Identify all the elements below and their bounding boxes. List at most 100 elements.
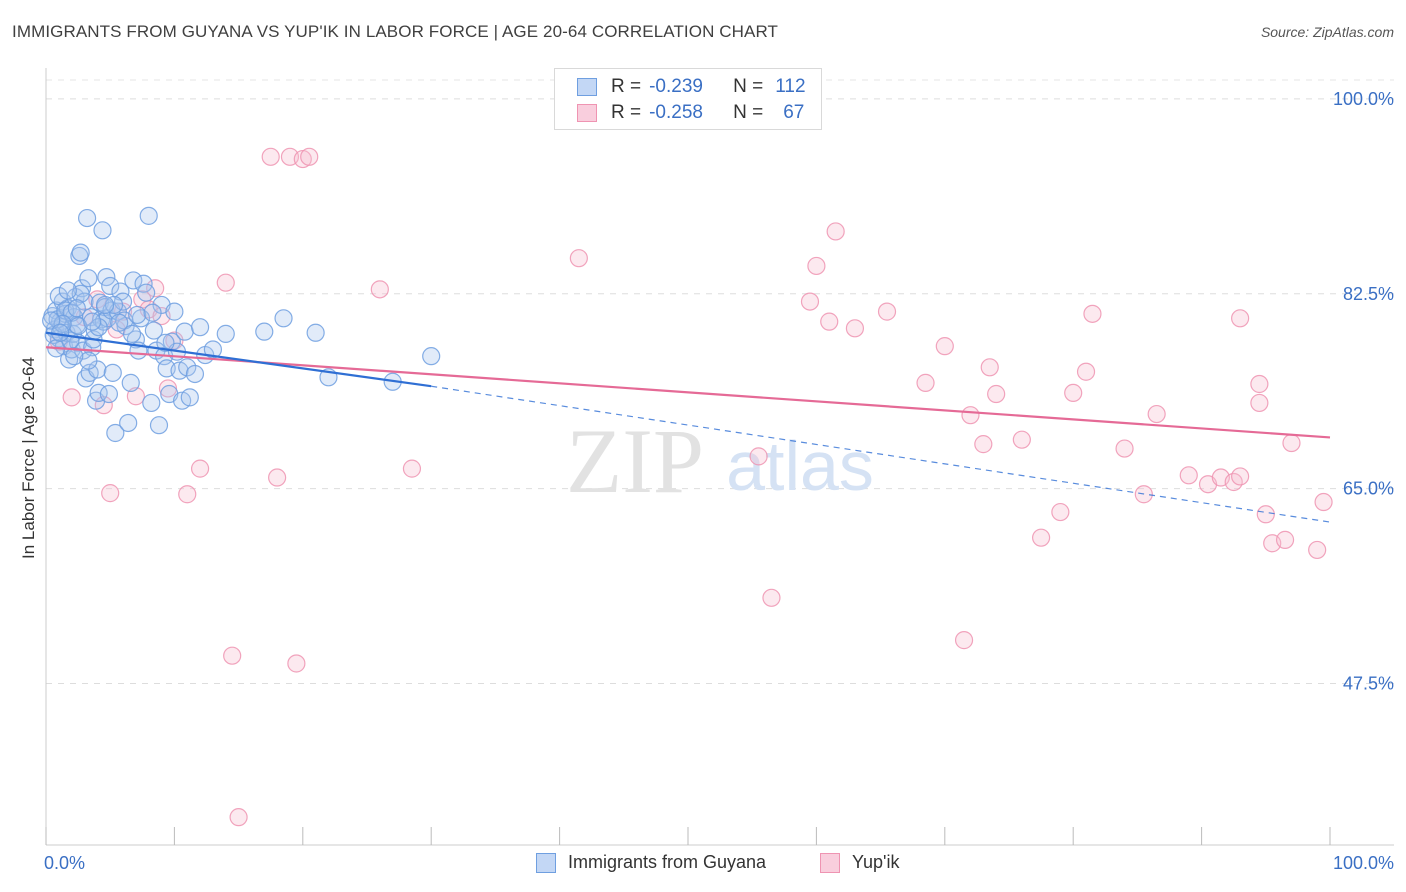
guyana-point <box>180 388 199 407</box>
yupik-point <box>287 654 306 673</box>
guyana-point <box>143 303 162 322</box>
yupik-point <box>190 459 210 478</box>
yupik-point <box>1115 439 1134 458</box>
legend-r-value: -0.239 <box>649 76 703 97</box>
legend-swatch-pink <box>577 104 597 122</box>
legend-item-guyana[interactable]: Immigrants from Guyana <box>536 852 766 873</box>
y-tick-labels: 47.5% 65.0% 82.5% 100.0% <box>1333 89 1394 694</box>
x-tick-label-max: 100.0% <box>1333 853 1394 873</box>
guyana-point <box>68 316 88 336</box>
yupik-point <box>961 406 980 425</box>
yupik-point <box>1282 433 1301 453</box>
legend-r-value: -0.258 <box>649 102 703 123</box>
guyana-point <box>121 373 140 392</box>
legend-label-yupik: Yup'ik <box>852 852 900 872</box>
yupik-point <box>987 384 1006 404</box>
guyana-point <box>137 283 156 302</box>
yupik-point <box>1051 502 1070 522</box>
legend-row-yupik: R = -0.258 N = 67 <box>577 101 804 125</box>
guyana-point <box>175 322 194 341</box>
yupik-point <box>1256 505 1275 524</box>
yupik-point <box>1275 530 1295 549</box>
yupik-point <box>1064 383 1083 403</box>
yupik-point <box>800 292 820 311</box>
chart-source: Source: ZipAtlas.com <box>1260 24 1394 40</box>
yupik-point <box>1083 304 1102 323</box>
yupik-point <box>146 279 165 298</box>
guyana-point <box>95 295 115 315</box>
guyana-point <box>103 363 122 382</box>
yupik-point <box>826 222 845 241</box>
yupik-point <box>916 373 935 392</box>
y-tick-label: 47.5% <box>1343 674 1394 694</box>
yupik-point <box>268 468 287 487</box>
legend-n-value: 67 <box>783 102 805 123</box>
guyana-point <box>142 393 161 413</box>
guyana-point <box>139 206 158 225</box>
guyana-point <box>71 243 90 262</box>
yupik-point <box>807 256 826 276</box>
yupik-point <box>569 249 588 268</box>
legend-item-yupik[interactable]: Yup'ik <box>820 852 899 873</box>
guyana-point <box>165 302 184 321</box>
yupik-point <box>178 485 197 504</box>
legend-n-value: 112 <box>775 76 806 97</box>
y-tick-label: 82.5% <box>1343 284 1394 304</box>
guyana-point <box>106 423 125 443</box>
guyana-point <box>144 321 163 340</box>
guyana-point <box>42 311 61 330</box>
guyana-trend-line <box>45 331 432 388</box>
guyana-point <box>83 312 102 331</box>
guyana-point <box>77 208 97 228</box>
yupik-point <box>261 147 280 166</box>
yupik-point <box>1308 540 1327 560</box>
yupik-point <box>1012 430 1031 449</box>
watermark-atlas: atlas <box>726 427 874 505</box>
legend-n-label: N = <box>733 102 764 123</box>
y-tick-label: 65.0% <box>1343 479 1394 499</box>
yupik-point <box>158 379 178 398</box>
legend-n-label: N = <box>733 76 764 97</box>
yupik-point <box>749 447 768 466</box>
guyana-point <box>149 416 169 435</box>
guyana-point <box>58 281 77 300</box>
yupik-point <box>223 646 242 665</box>
legend-r-label: R = <box>611 76 642 97</box>
guyana-point <box>97 267 116 287</box>
guyana-point <box>306 323 325 342</box>
guyana-point <box>119 413 138 433</box>
guyana-point <box>110 313 129 332</box>
yupik-point <box>402 459 422 478</box>
guyana-point <box>422 347 441 366</box>
yupik-point <box>820 312 839 331</box>
guyana-point <box>190 318 210 337</box>
legend-swatch-guyana <box>536 852 556 873</box>
yupik-point <box>1250 374 1269 394</box>
chart-title: IMMIGRANTS FROM GUYANA VS YUP'IK IN LABO… <box>12 22 779 41</box>
guyana-point <box>93 221 112 240</box>
yupik-point <box>216 273 235 292</box>
guyana-point <box>65 347 84 366</box>
legend-swatch-yupik <box>820 852 840 873</box>
guyana-point <box>185 364 205 384</box>
legend-swatch-blue <box>577 78 597 96</box>
yupik-point <box>1179 466 1198 485</box>
guyana-point <box>178 358 197 377</box>
guyana-point <box>99 384 119 404</box>
guyana-point <box>156 333 175 352</box>
yupik-point <box>1250 393 1269 413</box>
guyana-trend-line-extrapolated <box>431 385 1331 523</box>
yupik-point <box>300 147 319 166</box>
series-guyana-points <box>42 206 441 443</box>
legend-row-guyana: R = -0.239 N = 112 <box>577 75 806 99</box>
yupik-point <box>1314 492 1333 512</box>
yupik-point <box>1147 404 1166 424</box>
yupik-point <box>974 435 993 454</box>
x-tick-label-min: 0.0% <box>44 853 85 873</box>
yupik-point <box>101 484 120 503</box>
yupik-point <box>762 588 781 607</box>
series-legend: Immigrants from Guyana Yup'ik <box>0 852 1406 878</box>
guyana-point <box>79 269 98 288</box>
stats-legend: R = -0.239 N = 112 R = -0.258 N = 67 <box>554 68 822 130</box>
